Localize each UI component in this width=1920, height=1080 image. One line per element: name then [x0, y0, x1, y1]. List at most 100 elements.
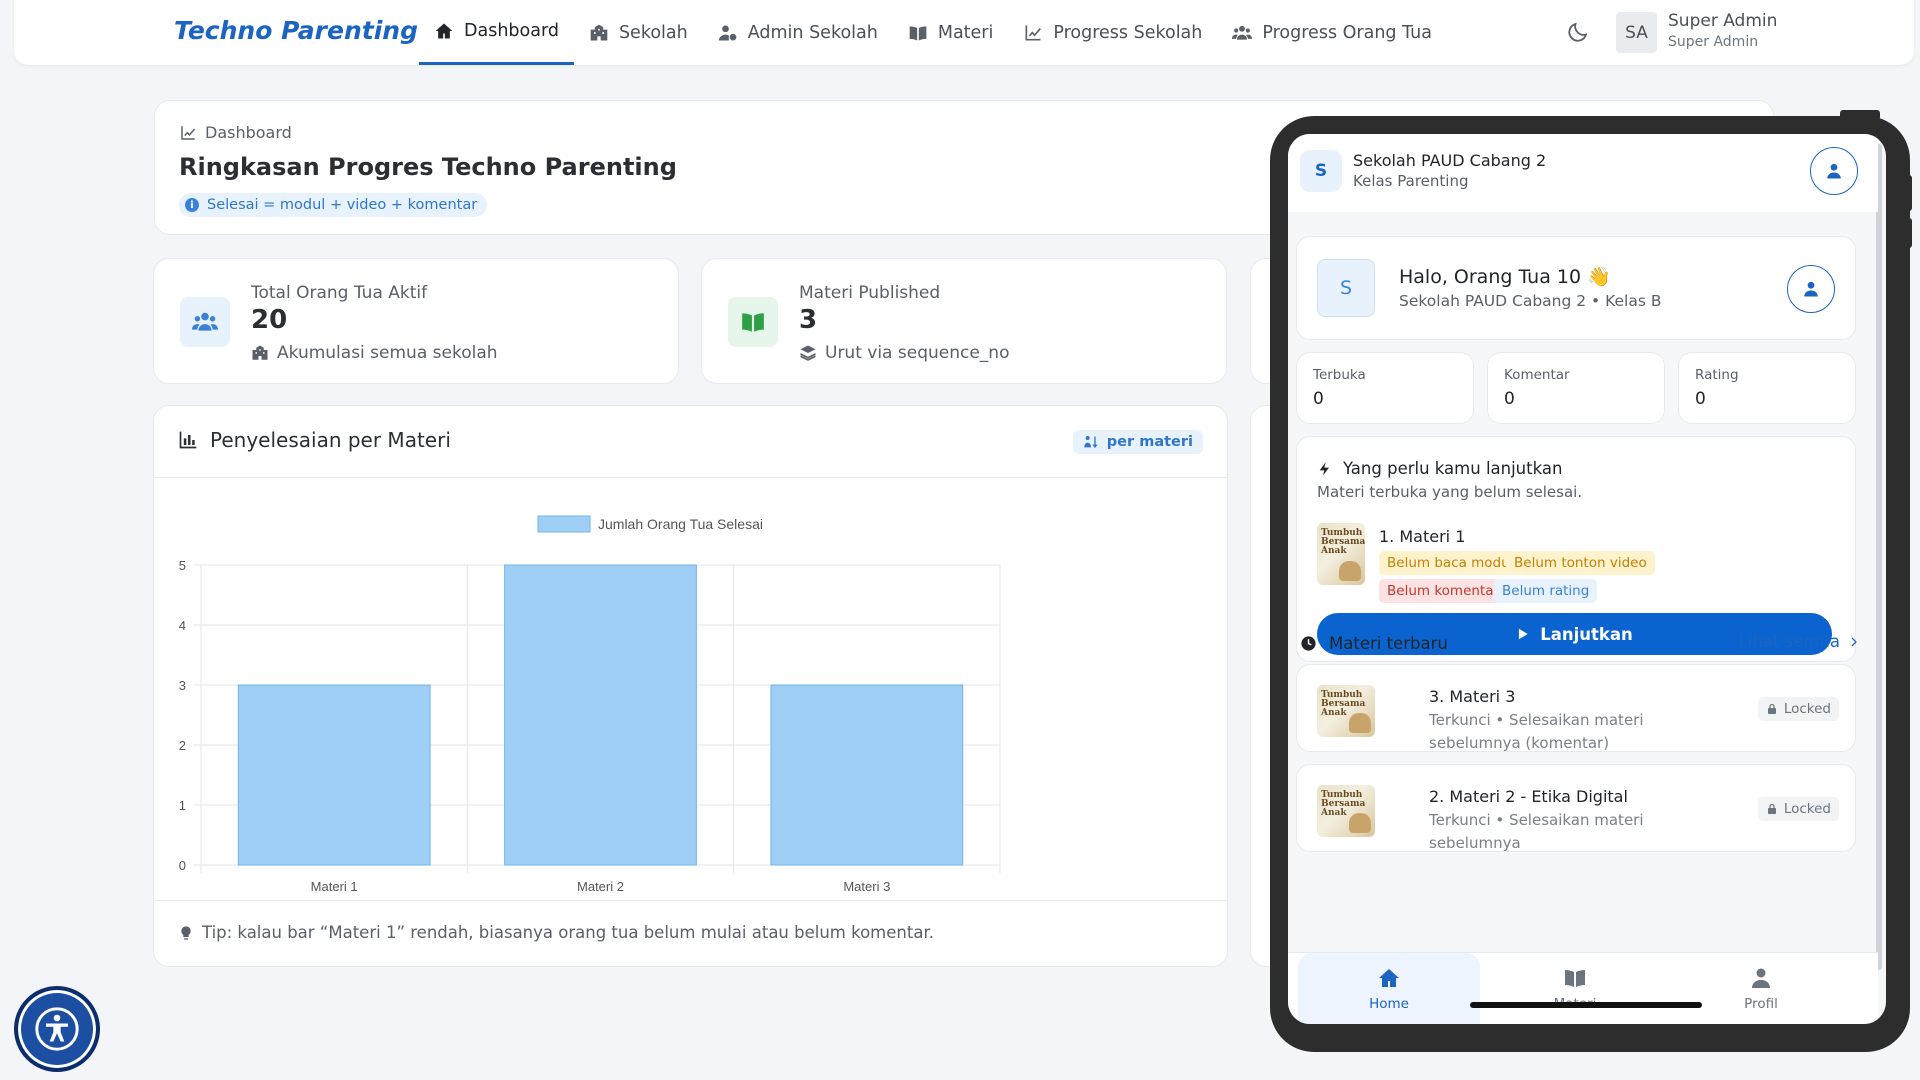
see-all-label: Lihat semua: [1738, 632, 1840, 651]
stat-sub-label: Akumulasi semua sekolah: [277, 343, 498, 363]
accessibility-button[interactable]: [14, 986, 100, 1072]
class-name: Kelas Parenting: [1353, 172, 1469, 190]
home-icon: [1379, 969, 1399, 987]
school-icon: [590, 24, 608, 40]
bar-3: [770, 684, 964, 866]
mini-stat-rating: Rating 0: [1678, 352, 1856, 424]
continue-sub: Materi terbuka yang belum selesai.: [1317, 483, 1583, 501]
stat-label: Total Orang Tua Aktif: [251, 283, 428, 303]
user-icon: [1752, 968, 1770, 988]
per-materi-label: per materi: [1106, 434, 1193, 450]
locked-badge: Locked: [1757, 797, 1839, 821]
info-icon: i: [185, 198, 199, 212]
stat-card-parents: Total Orang Tua Aktif 20 Akumulasi semua…: [153, 258, 679, 384]
mini-stat-terbuka: Terbuka 0: [1296, 352, 1474, 424]
thumbnail-text: Tumbuh Bersama Anak: [1321, 528, 1365, 556]
moon-icon[interactable]: [1566, 20, 1590, 44]
greeting-card: S Halo, Orang Tua 10 👋 Sekolah PAUD Caba…: [1296, 236, 1856, 340]
latest-header: Materi terbaru Lihat semua: [1300, 632, 1860, 658]
chart-line-icon: [181, 125, 196, 140]
materi-title[interactable]: 1. Materi 1: [1379, 527, 1466, 546]
book-icon: [909, 25, 927, 40]
nav-progress-sekolah[interactable]: Progress Sekolah: [1008, 0, 1217, 65]
school-badge: S: [1300, 150, 1342, 192]
legend-swatch: [537, 515, 591, 533]
stat-card-materi: Materi Published 3 Urut via sequence_no: [701, 258, 1227, 384]
greeting-title: Halo, Orang Tua 10 👋: [1399, 266, 1611, 288]
sort-icon: [1084, 436, 1098, 448]
breadcrumb-label: Dashboard: [205, 123, 292, 142]
y-tick-label: 1: [179, 798, 186, 813]
users-icon: [1232, 25, 1253, 40]
nav-label: Progress Orang Tua: [1262, 22, 1432, 43]
lanjutkan-button[interactable]: Lanjutkan: [1317, 613, 1832, 655]
user-gear-icon: [718, 25, 737, 40]
info-text: Selesai = modul + video + komentar: [207, 197, 478, 213]
bar-chart-icon: [179, 431, 197, 449]
nav-label: Materi: [937, 22, 994, 43]
profile-button[interactable]: [1810, 147, 1858, 195]
y-tick-label: 0: [179, 858, 186, 873]
materi-thumbnail: Tumbuh Bersama Anak: [1317, 523, 1365, 585]
continue-card: Yang perlu kamu lanjutkan Materi terbuka…: [1296, 436, 1856, 662]
bottom-nav-materi[interactable]: Materi: [1484, 953, 1666, 1024]
see-all-link[interactable]: Lihat semua: [1739, 632, 1860, 651]
nav-materi[interactable]: Materi: [893, 0, 1009, 65]
nav-label: Sekolah: [618, 22, 688, 43]
materi-title: 3. Materi 3: [1429, 687, 1516, 706]
book-icon: [1565, 970, 1585, 987]
user-name[interactable]: Super Admin: [1668, 11, 1778, 31]
nav-admin-sekolah[interactable]: Admin Sekolah: [703, 0, 893, 65]
user-icon: [1804, 281, 1818, 297]
phone-screen: S Sekolah PAUD Cabang 2 Kelas Parenting …: [1288, 134, 1886, 1024]
play-icon: [1519, 628, 1528, 640]
y-tick-label: 4: [179, 618, 186, 633]
bar-chart: 0 1 2 3 4 5 Materi 1 Materi 2 Materi 3 Jumlah Ora…: [179, 515, 1001, 894]
stat-value: 3: [799, 305, 818, 335]
bottom-nav-profil[interactable]: Profil: [1670, 953, 1852, 1024]
mini-stat-label: Komentar: [1504, 367, 1570, 383]
phone-preview: S Sekolah PAUD Cabang 2 Kelas Parenting …: [1270, 116, 1910, 1052]
user-icon: [1827, 163, 1841, 179]
y-tick-label: 2: [179, 738, 186, 753]
tag-belum-tonton: Belum tonton video: [1506, 551, 1655, 575]
lanjutkan-label: Lanjutkan: [1540, 624, 1633, 644]
chart-title-label: Penyelesaian per Materi: [210, 428, 451, 452]
main-nav: Dashboard Sekolah Admin Sekolah Materi P…: [419, 0, 1447, 65]
materi-title: 2. Materi 2 - Etika Digital: [1429, 787, 1628, 806]
x-tick-label: Materi 3: [843, 879, 890, 894]
nav-label: Dashboard: [464, 21, 559, 41]
bar-1: [237, 684, 431, 866]
nav-progress-orang-tua[interactable]: Progress Orang Tua: [1217, 0, 1447, 65]
bottom-nav-label: Profil: [1744, 996, 1778, 1012]
latest-title: Materi terbaru: [1300, 634, 1448, 653]
nav-dashboard[interactable]: Dashboard: [419, 0, 574, 65]
lock-icon: [1767, 703, 1776, 714]
chevron-right-icon: [1851, 637, 1857, 646]
lock-icon: [1767, 803, 1776, 814]
brand-logo[interactable]: Techno Parenting: [174, 16, 418, 45]
avatar[interactable]: SA: [1616, 12, 1657, 53]
per-materi-badge: per materi: [1072, 430, 1203, 454]
lightbulb-icon: [181, 925, 191, 940]
mini-stat-value: 0: [1504, 389, 1515, 409]
profile-button[interactable]: [1787, 265, 1835, 313]
locked-label: Locked: [1783, 701, 1831, 717]
school-name: Sekolah PAUD Cabang 2: [1353, 151, 1547, 170]
bolt-icon: [1319, 461, 1329, 476]
tag-belum-rating: Belum rating: [1494, 579, 1598, 603]
continue-title: Yang perlu kamu lanjutkan: [1317, 459, 1562, 478]
locked-label: Locked: [1783, 801, 1831, 817]
phone-button: [1840, 110, 1880, 120]
nav-sekolah[interactable]: Sekolah: [574, 0, 703, 65]
top-navbar: Techno Parenting Dashboard Sekolah Admin…: [14, 0, 1914, 65]
list-item[interactable]: Tumbuh Bersama Anak 2. Materi 2 - Etika …: [1296, 764, 1856, 852]
list-item[interactable]: Tumbuh Bersama Anak 3. Materi 3 Terkunci…: [1296, 664, 1856, 752]
stat-value: 20: [251, 305, 288, 335]
y-tick-label: 5: [179, 558, 186, 573]
materi-thumbnail: Tumbuh Bersama Anak: [1317, 685, 1375, 737]
scrollbar[interactable]: [1876, 144, 1882, 970]
users-icon: [180, 297, 230, 347]
thumbnail-text: Tumbuh Bersama Anak: [1321, 790, 1366, 818]
bottom-nav-home[interactable]: Home: [1298, 953, 1480, 1024]
